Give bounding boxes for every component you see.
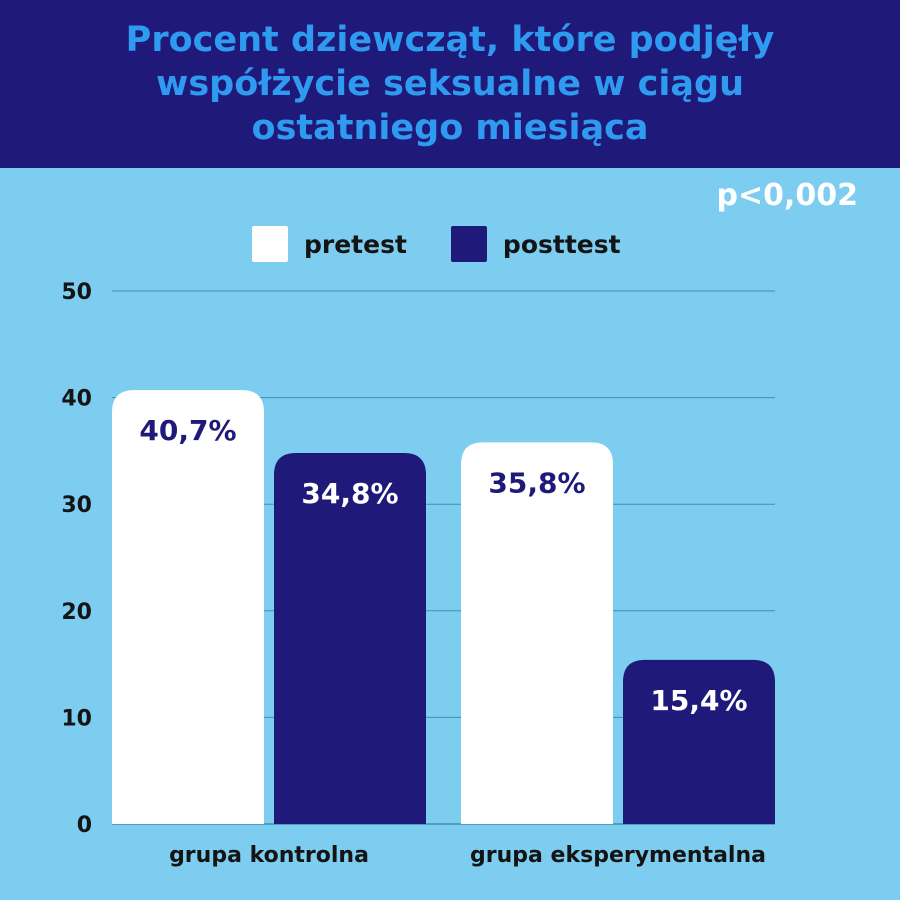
y-tick-label: 0 — [77, 813, 92, 838]
data-label-posttest-1: 34,8% — [301, 477, 398, 510]
y-tick-label: 40 — [61, 387, 92, 412]
p-value-annotation: p<0,002 — [716, 178, 858, 213]
data-label-pretest-1: 40,7% — [139, 414, 236, 447]
data-label-posttest-2: 15,4% — [650, 684, 747, 717]
bar-posttest-2 — [623, 659, 775, 824]
legend-label-posttest: posttest — [502, 229, 621, 259]
legend-swatch-posttest — [450, 226, 487, 262]
data-label-pretest-2: 35,8% — [488, 466, 585, 499]
bar-pretest-1 — [112, 390, 264, 824]
y-tick-label: 50 — [61, 280, 92, 305]
header-banner: Procent dziewcząt, które podjęły współży… — [0, 0, 900, 168]
bar-pretest-2 — [461, 442, 613, 824]
legend-item-pretest: pretest — [252, 226, 407, 262]
x-category-label: grupa eksperymentalna — [470, 843, 766, 868]
y-tick-label: 20 — [61, 600, 92, 625]
legend: pretest posttest — [252, 226, 665, 262]
legend-swatch-pretest — [252, 226, 288, 262]
legend-label-pretest: pretest — [304, 229, 407, 259]
bar-posttest-1 — [274, 453, 426, 824]
legend-item-posttest: posttest — [450, 226, 621, 262]
x-category-label: grupa kontrolna — [169, 843, 369, 868]
chart-title: Procent dziewcząt, które podjęły współży… — [125, 20, 775, 148]
y-tick-label: 30 — [61, 493, 92, 518]
y-tick-label: 10 — [61, 706, 92, 731]
